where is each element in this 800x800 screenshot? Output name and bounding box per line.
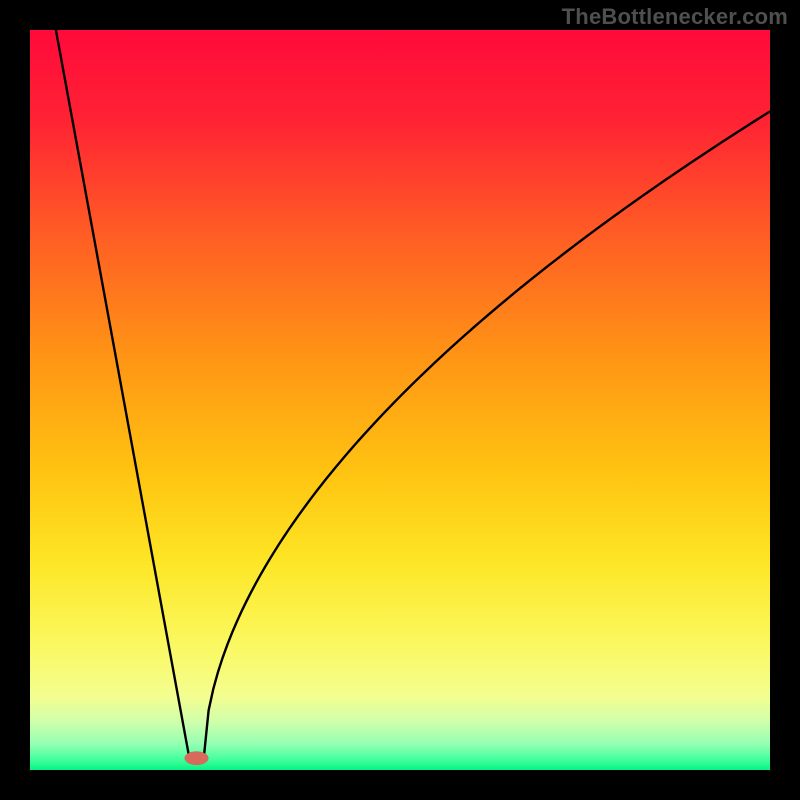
chart-svg (30, 30, 770, 770)
chart-stage: TheBottlenecker.com (0, 0, 800, 800)
chart-plot (30, 30, 770, 770)
chart-background (30, 30, 770, 770)
optimal-point-marker (185, 752, 209, 765)
watermark-text: TheBottlenecker.com (562, 4, 788, 30)
